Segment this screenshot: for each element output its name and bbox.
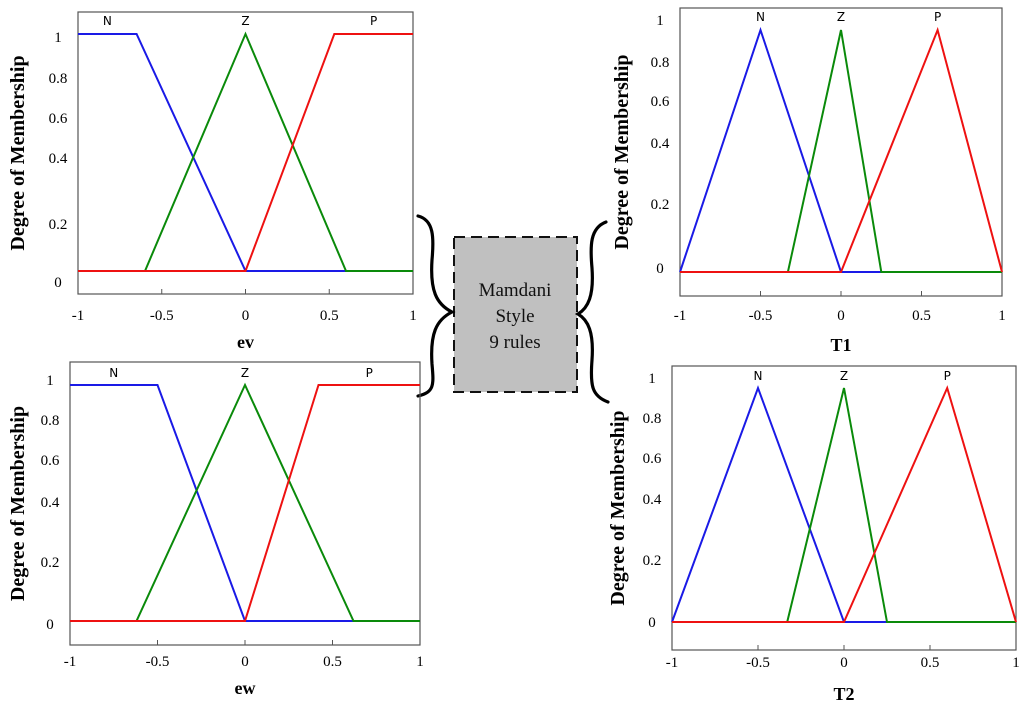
mamdani-box	[453, 236, 578, 393]
x-tick-label: 0	[242, 308, 250, 324]
series-z-label: Z	[241, 366, 249, 380]
y-tick-label: 0.2	[49, 217, 68, 233]
y-tick-label: 0.2	[651, 197, 670, 213]
y-tick-label: 0.4	[643, 492, 662, 508]
y-tick-label: 0	[656, 261, 664, 277]
x-tick-label: 1	[409, 308, 417, 324]
y-axis-label: Degree of Membership	[611, 54, 633, 249]
chart-t1: -1 -0.5 0 0.5 1 0 0.2 0.4 0.6 0.8 1 T1 Degree of Mem…	[611, 7, 1006, 355]
x-axis-label: T1	[830, 335, 851, 355]
series-z-label: Z	[241, 14, 249, 28]
series-p-line	[680, 26, 1003, 273]
series-z-line	[680, 29, 1002, 273]
x-tick-label: -1	[64, 654, 77, 670]
y-tick-label: 0.4	[651, 136, 670, 152]
x-tick-label: 0	[241, 654, 249, 670]
series-p-label: P	[934, 10, 941, 24]
x-tick-label: 0	[837, 308, 845, 324]
y-tick-label: 1	[54, 30, 62, 46]
series-p-line	[672, 385, 1017, 623]
y-tick-label: 0.6	[643, 451, 662, 467]
y-tick-label: 0.6	[41, 453, 60, 469]
x-tick-label: 0	[840, 655, 848, 671]
plot-frame-ew	[69, 361, 421, 646]
y-tick-label: 0.8	[41, 413, 60, 429]
x-tick-label: 1	[416, 654, 424, 670]
x-tick-label: 1	[1012, 655, 1020, 671]
series-p-label: P	[370, 14, 377, 28]
y-tick-label: 0.4	[49, 151, 68, 167]
x-tick-label: -0.5	[749, 308, 773, 324]
x-tick-label: -0.5	[146, 654, 170, 670]
series-p-line	[70, 384, 420, 622]
series-n-label: N	[754, 369, 763, 383]
chart-ew: -1 -0.5 0 0.5 1 0 0.2 0.4 0.6 0.8 1 ew Degree of Mem…	[7, 361, 424, 698]
y-tick-label: 0.6	[651, 94, 670, 110]
x-axis-label: ew	[235, 678, 256, 698]
plot-frame-t2	[671, 365, 1017, 651]
y-tick-label: 0.6	[49, 111, 68, 127]
series-z-label: Z	[837, 10, 845, 24]
x-tick-label: -1	[666, 655, 679, 671]
series-n-label: N	[109, 366, 118, 380]
series-n-label: N	[756, 10, 765, 24]
y-tick-label: 0	[54, 275, 62, 291]
series-n-line	[70, 384, 420, 622]
series-n-label: N	[103, 14, 112, 28]
series-p-label: P	[944, 369, 951, 383]
y-tick-label: 1	[46, 373, 54, 389]
x-tick-label: -1	[674, 308, 687, 324]
x-tick-label: 1	[998, 308, 1006, 324]
x-axis-label: ev	[237, 332, 254, 352]
mamdani-line-3: 9 rules	[489, 332, 540, 353]
x-axis-label: T2	[833, 684, 854, 704]
mamdani-line-2: Style	[495, 306, 534, 327]
right-curly-brace	[574, 220, 610, 404]
y-axis-label: Degree of Membership	[607, 410, 629, 605]
series-z-line	[78, 31, 413, 272]
y-tick-label: 0.8	[49, 71, 68, 87]
y-tick-label: 1	[656, 13, 664, 29]
x-tick-label: -0.5	[746, 655, 770, 671]
y-tick-label: 0	[46, 617, 54, 633]
y-axis-label: Degree of Membership	[7, 406, 29, 601]
chart-t2: -1 -0.5 0 0.5 1 0 0.2 0.4 0.6 0.8 1 T2 Degree of Mem…	[607, 365, 1020, 704]
y-tick-label: 1	[648, 371, 656, 387]
series-p-line	[78, 33, 413, 272]
y-tick-label: 0.8	[643, 411, 662, 427]
series-z-label: Z	[840, 369, 848, 383]
series-n-line	[679, 26, 1002, 273]
x-tick-label: 0.5	[912, 308, 931, 324]
series-n-line	[78, 33, 413, 272]
mamdani-line-1: Mamdani	[479, 280, 552, 301]
y-tick-label: 0.8	[651, 55, 670, 71]
y-axis-label: Degree of Membership	[7, 55, 29, 250]
chart-ev: -1 -0.5 0 0.5 1 0 0.2 0.4 0.6 0.8 1 ev Degree of Mem…	[7, 11, 417, 352]
x-tick-label: 0.5	[921, 655, 940, 671]
x-tick-label: 0.5	[323, 654, 342, 670]
series-p-label: P	[366, 366, 373, 380]
plot-frame-ev	[77, 11, 414, 295]
series-z-line	[672, 387, 1016, 623]
left-curly-brace	[416, 214, 456, 398]
series-z-line	[70, 382, 420, 622]
series-n-line	[671, 385, 1016, 623]
y-tick-label: 0	[648, 615, 656, 631]
x-tick-label: 0.5	[320, 308, 339, 324]
y-tick-label: 0.2	[643, 553, 662, 569]
y-tick-label: 0.2	[41, 555, 60, 571]
x-tick-label: -1	[72, 308, 85, 324]
plot-frame-t1	[679, 7, 1003, 297]
x-tick-label: -0.5	[150, 308, 174, 324]
y-tick-label: 0.4	[41, 495, 60, 511]
